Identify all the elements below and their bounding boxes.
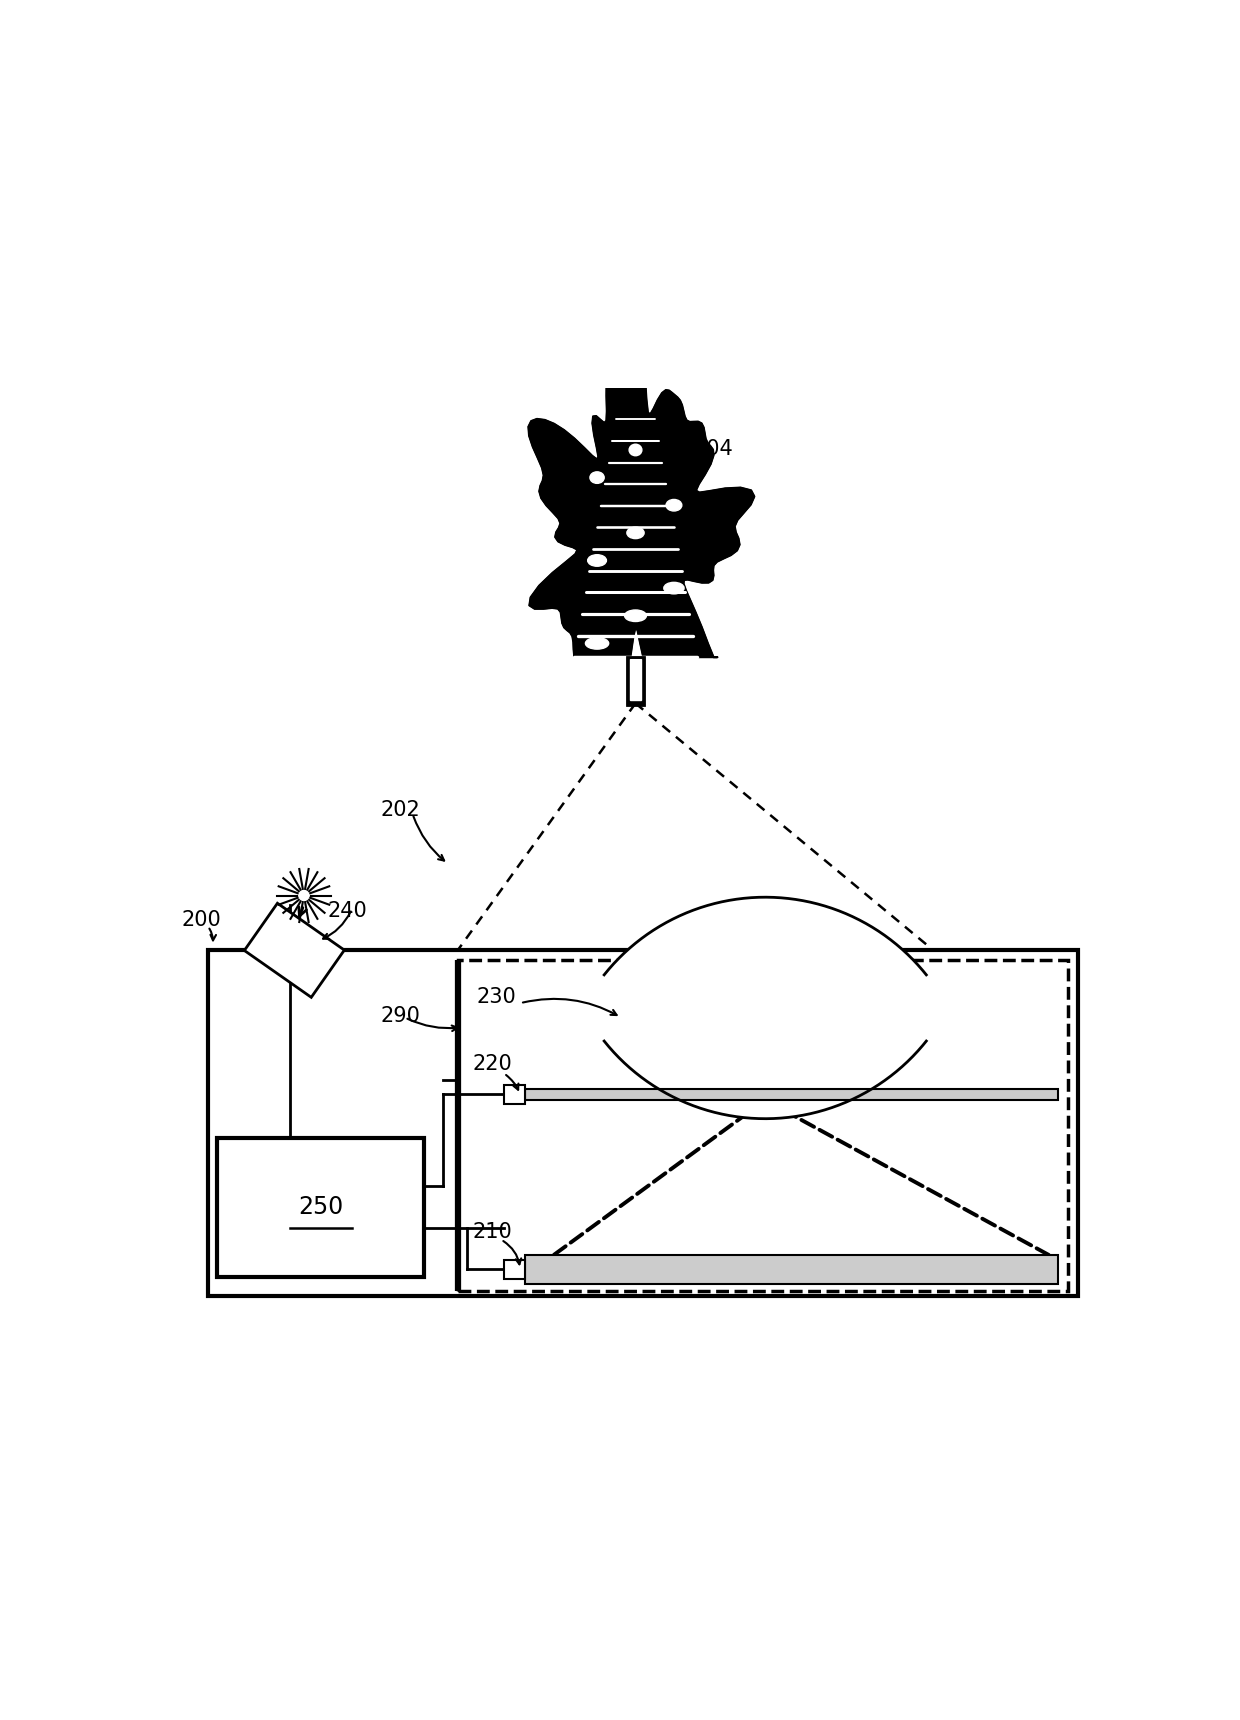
Bar (503, 1259, 525, 1280)
Text: 200: 200 (182, 910, 222, 931)
Ellipse shape (588, 556, 606, 566)
Polygon shape (528, 320, 754, 657)
Bar (627, 657, 644, 705)
Bar (525, 1089, 1058, 1101)
Text: 204: 204 (693, 439, 733, 459)
Bar (525, 1256, 1058, 1283)
Ellipse shape (590, 471, 604, 483)
Bar (458, 960, 1068, 1292)
Ellipse shape (585, 638, 609, 648)
Bar (627, 657, 644, 705)
Polygon shape (604, 898, 926, 1118)
Text: 210: 210 (472, 1221, 512, 1242)
Bar (217, 1137, 424, 1276)
Ellipse shape (666, 499, 682, 511)
Text: 290: 290 (381, 1006, 420, 1027)
Text: 230: 230 (477, 987, 517, 1008)
Ellipse shape (627, 526, 644, 538)
Text: 240: 240 (327, 901, 368, 920)
Bar (208, 949, 1078, 1297)
Bar (503, 1085, 525, 1104)
Polygon shape (244, 903, 345, 998)
Ellipse shape (629, 444, 642, 456)
Ellipse shape (625, 611, 646, 621)
Text: 250: 250 (298, 1195, 343, 1219)
Bar (630, 659, 641, 700)
Ellipse shape (663, 583, 684, 593)
Text: 202: 202 (381, 800, 420, 820)
Text: 220: 220 (472, 1054, 512, 1075)
